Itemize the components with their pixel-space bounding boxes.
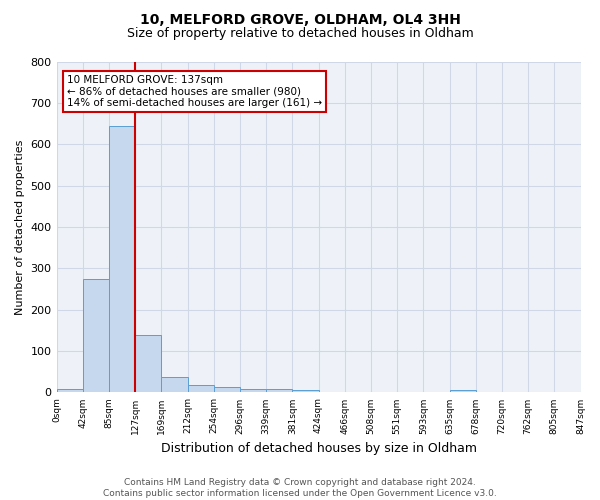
Bar	[266, 388, 292, 392]
Bar	[56, 389, 83, 392]
Bar	[449, 390, 476, 392]
Bar	[292, 390, 319, 392]
Text: 10 MELFORD GROVE: 137sqm
← 86% of detached houses are smaller (980)
14% of semi-: 10 MELFORD GROVE: 137sqm ← 86% of detach…	[67, 74, 322, 108]
Text: Size of property relative to detached houses in Oldham: Size of property relative to detached ho…	[127, 28, 473, 40]
Bar	[83, 278, 109, 392]
X-axis label: Distribution of detached houses by size in Oldham: Distribution of detached houses by size …	[161, 442, 476, 455]
Bar	[161, 376, 188, 392]
Text: 10, MELFORD GROVE, OLDHAM, OL4 3HH: 10, MELFORD GROVE, OLDHAM, OL4 3HH	[140, 12, 460, 26]
Bar	[109, 126, 135, 392]
Bar	[214, 388, 240, 392]
Bar	[188, 385, 214, 392]
Bar	[240, 388, 266, 392]
Y-axis label: Number of detached properties: Number of detached properties	[15, 140, 25, 314]
Text: Contains HM Land Registry data © Crown copyright and database right 2024.
Contai: Contains HM Land Registry data © Crown c…	[103, 478, 497, 498]
Bar	[135, 334, 161, 392]
